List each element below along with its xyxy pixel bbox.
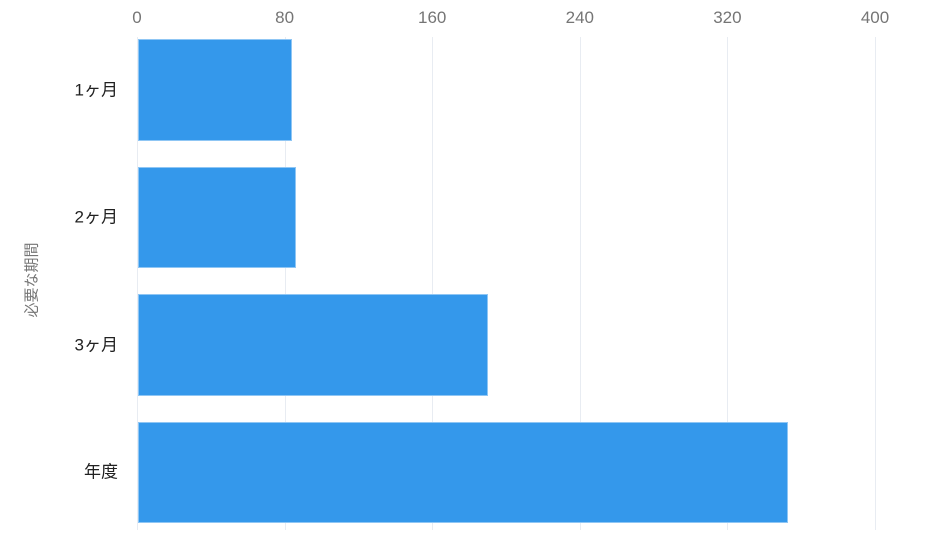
gridline-80 [284, 37, 286, 530]
category-label-1: 2ヶ月 [74, 207, 118, 227]
y-axis-title: 必要な期間 [23, 242, 41, 318]
gridline-160 [432, 37, 434, 530]
gridline-320 [727, 37, 729, 530]
bar-2[interactable] [138, 294, 488, 396]
x-tick-label-320: 320 [713, 8, 742, 27]
x-tick-label-160: 160 [418, 8, 447, 27]
x-tick-label-80: 80 [275, 8, 295, 27]
x-tick-label-240: 240 [565, 8, 594, 27]
bar-0[interactable] [138, 39, 292, 141]
bar-3[interactable] [138, 421, 789, 523]
category-label-0: 1ヶ月 [74, 80, 118, 100]
gridline-400 [875, 37, 876, 530]
gridline-240 [579, 37, 581, 530]
gridline-0 [137, 37, 138, 530]
bar-1[interactable] [138, 166, 296, 268]
x-tick-label-400: 400 [860, 8, 890, 27]
category-label-3: 年度 [84, 462, 118, 482]
category-label-2: 3ヶ月 [74, 335, 118, 355]
x-tick-label-0: 0 [132, 8, 142, 27]
